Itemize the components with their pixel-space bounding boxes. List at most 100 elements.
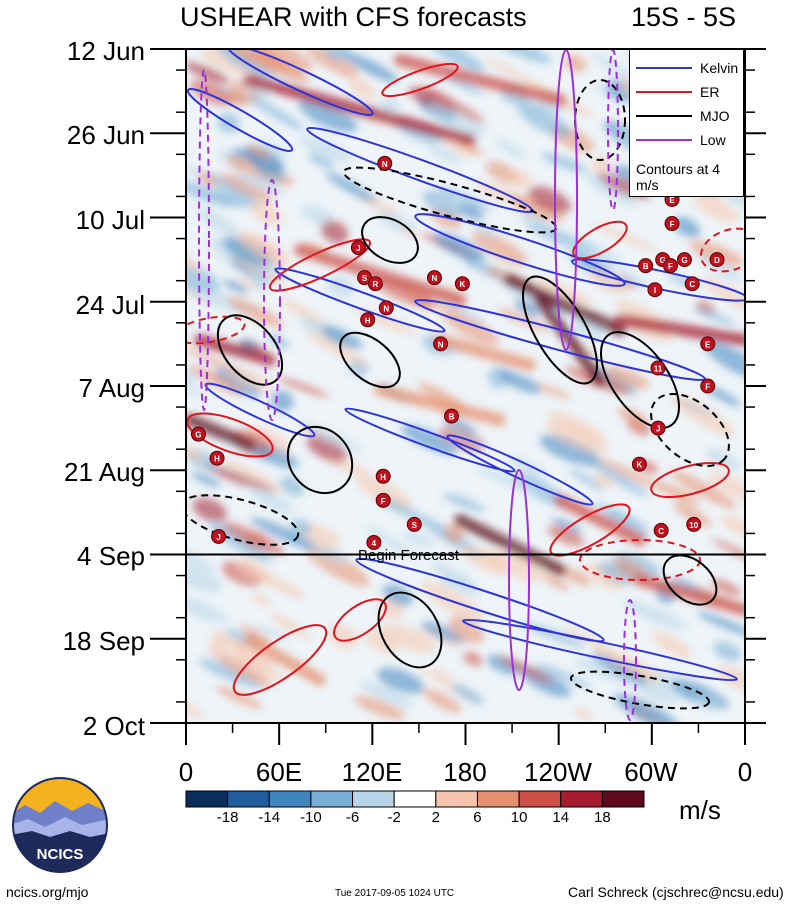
colorbar-tick-label: -6 (345, 809, 360, 826)
shear-patch (514, 299, 540, 317)
storm-marker-dot (406, 516, 422, 532)
shear-patch (594, 502, 650, 530)
shear-patch (535, 662, 593, 689)
x-tick-label: 60E (255, 757, 303, 787)
shear-patch (320, 220, 349, 244)
storm-marker-label: E (705, 340, 711, 349)
logo-text: NCICS (37, 846, 84, 863)
shear-patch (186, 379, 205, 398)
x-tick-label: 60W (624, 757, 678, 787)
contour-mjo (662, 554, 718, 606)
shear-patch (276, 377, 329, 398)
contour-kelvin (344, 407, 516, 473)
shear-patch (651, 631, 692, 659)
storm-marker-label: B (449, 413, 455, 422)
storm-marker: J (350, 240, 366, 256)
shear-patch (343, 52, 399, 83)
shear-patch (186, 177, 236, 208)
storm-marker-label: N (383, 304, 389, 313)
shear-patch (192, 497, 227, 523)
contour-er (333, 598, 387, 642)
shear-streak (194, 334, 276, 366)
shear-patch (203, 188, 248, 209)
shear-patch (382, 584, 413, 607)
shear-patch (693, 195, 739, 223)
shear-patch (186, 443, 205, 462)
shear-patch (672, 394, 735, 436)
storm-marker-dot (366, 534, 382, 550)
contour-mjo (342, 166, 558, 234)
contour-mjo (361, 216, 419, 264)
contour-low (198, 69, 210, 411)
shear-patch (227, 296, 284, 328)
storm-marker-label: D (714, 256, 720, 265)
storm-marker-label: K (637, 461, 643, 470)
y-tick-label: 12 Jun (66, 36, 145, 66)
storm-marker-dot (350, 240, 366, 256)
shear-patch (214, 368, 261, 397)
storm-marker: K (454, 276, 470, 292)
shear-patch (573, 707, 594, 720)
storm-marker-label: C (689, 280, 695, 289)
shear-patch (308, 153, 335, 170)
storm-marker: B (444, 408, 460, 424)
shear-patch (605, 366, 650, 390)
shear-patch (547, 525, 585, 546)
shear-patch (322, 49, 351, 62)
storm-marker-label: C (658, 527, 664, 536)
shear-patch (246, 144, 272, 160)
shear-patch (251, 593, 270, 606)
shear-patch (443, 136, 476, 157)
storm-marker-dot (700, 336, 716, 352)
storm-marker-label: N (432, 274, 438, 283)
storm-marker-label: S (412, 521, 418, 530)
shear-patch (435, 299, 486, 323)
shear-patch (569, 469, 605, 491)
x-tick-label: 180 (443, 757, 487, 787)
storm-marker-label: K (460, 280, 466, 289)
colorbar-swatch (476, 790, 520, 808)
shear-patch (458, 203, 484, 220)
shear-patch (298, 421, 364, 452)
storm-marker-dot (211, 528, 227, 544)
y-tick-label: 26 Jun (66, 120, 145, 150)
contour-kelvin (186, 88, 294, 152)
shear-patch (437, 187, 493, 211)
shear-patch (186, 565, 224, 593)
storm-marker-dot (433, 336, 449, 352)
shear-patch (401, 424, 458, 455)
contour-kelvin (462, 618, 738, 682)
plot-frame (150, 48, 766, 745)
colorbar-swatch (435, 790, 478, 808)
storm-marker-dot (631, 456, 647, 472)
shear-patch (633, 680, 679, 704)
storm-marker-label: 11 (654, 364, 663, 373)
shear-patch (699, 254, 741, 282)
shear-patch (197, 171, 219, 186)
contour-er (699, 227, 745, 273)
shear-patch (495, 139, 526, 159)
storm-markers: CDNEFJGDBFGSRNKCINHNE11FBJGHKHFSC10J4 (190, 83, 725, 550)
shear-streak (294, 244, 466, 306)
storm-marker-dot (664, 216, 680, 232)
contour-kelvin (355, 557, 605, 643)
shear-patch (426, 49, 485, 73)
colorbar-swatch (352, 790, 395, 808)
storm-marker-dot (360, 312, 376, 328)
shear-patch (246, 49, 313, 72)
storm-marker-label: B (643, 262, 649, 271)
shear-patch (551, 517, 583, 534)
legend: Kelvin ER MJO Low Contours at 4 m/s (629, 49, 744, 197)
shear-patch (186, 595, 229, 623)
legend-item-er: ER (630, 80, 743, 104)
shear-patch (305, 330, 370, 368)
y-tick-label: 21 Aug (64, 457, 145, 487)
storm-marker: R (367, 276, 383, 292)
shear-patch (196, 207, 240, 237)
shear-patch (518, 105, 572, 138)
shear-patch (592, 222, 659, 252)
storm-marker: J (211, 528, 227, 544)
legend-item-mjo: MJO (630, 104, 743, 128)
shear-patch (356, 475, 412, 510)
shear-patch (427, 145, 462, 164)
